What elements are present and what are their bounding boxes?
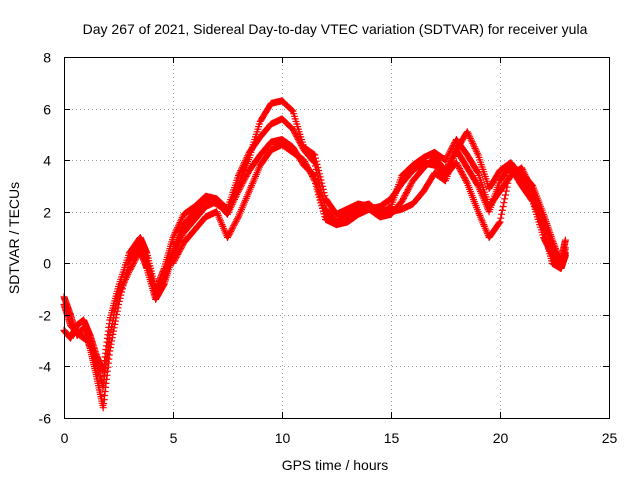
y-tick-label: -2 bbox=[39, 308, 52, 324]
axis-ticks bbox=[64, 57, 610, 419]
data-point-markers bbox=[169, 141, 569, 272]
x-tick-label: 0 bbox=[61, 430, 69, 446]
x-tick-label: 20 bbox=[493, 430, 509, 446]
y-tick-label: 4 bbox=[43, 153, 51, 169]
y-axis-label: SDTVAR / TECUs bbox=[6, 182, 22, 294]
x-tick-label: 10 bbox=[275, 430, 291, 446]
chart-title: Day 267 of 2021, Sidereal Day-to-day VTE… bbox=[83, 21, 588, 37]
x-tick-label: 5 bbox=[170, 430, 178, 446]
y-tick-label: 2 bbox=[43, 205, 51, 221]
series-track-d bbox=[169, 141, 569, 272]
y-axis-tick-labels: -6 -4 -2 0 2 4 6 8 bbox=[39, 50, 52, 427]
y-tick-label: 6 bbox=[43, 102, 51, 118]
y-tick-label: 0 bbox=[43, 256, 51, 272]
x-axis-label: GPS time / hours bbox=[282, 457, 389, 473]
x-axis-tick-labels: 0 5 10 15 20 25 bbox=[61, 430, 618, 446]
plot-border bbox=[64, 57, 610, 419]
y-tick-label: 8 bbox=[43, 50, 51, 66]
data-points bbox=[60, 97, 569, 412]
x-tick-label: 15 bbox=[384, 430, 400, 446]
y-tick-label: -4 bbox=[39, 359, 52, 375]
y-tick-label: -6 bbox=[39, 411, 52, 427]
x-tick-label: 25 bbox=[602, 430, 618, 446]
